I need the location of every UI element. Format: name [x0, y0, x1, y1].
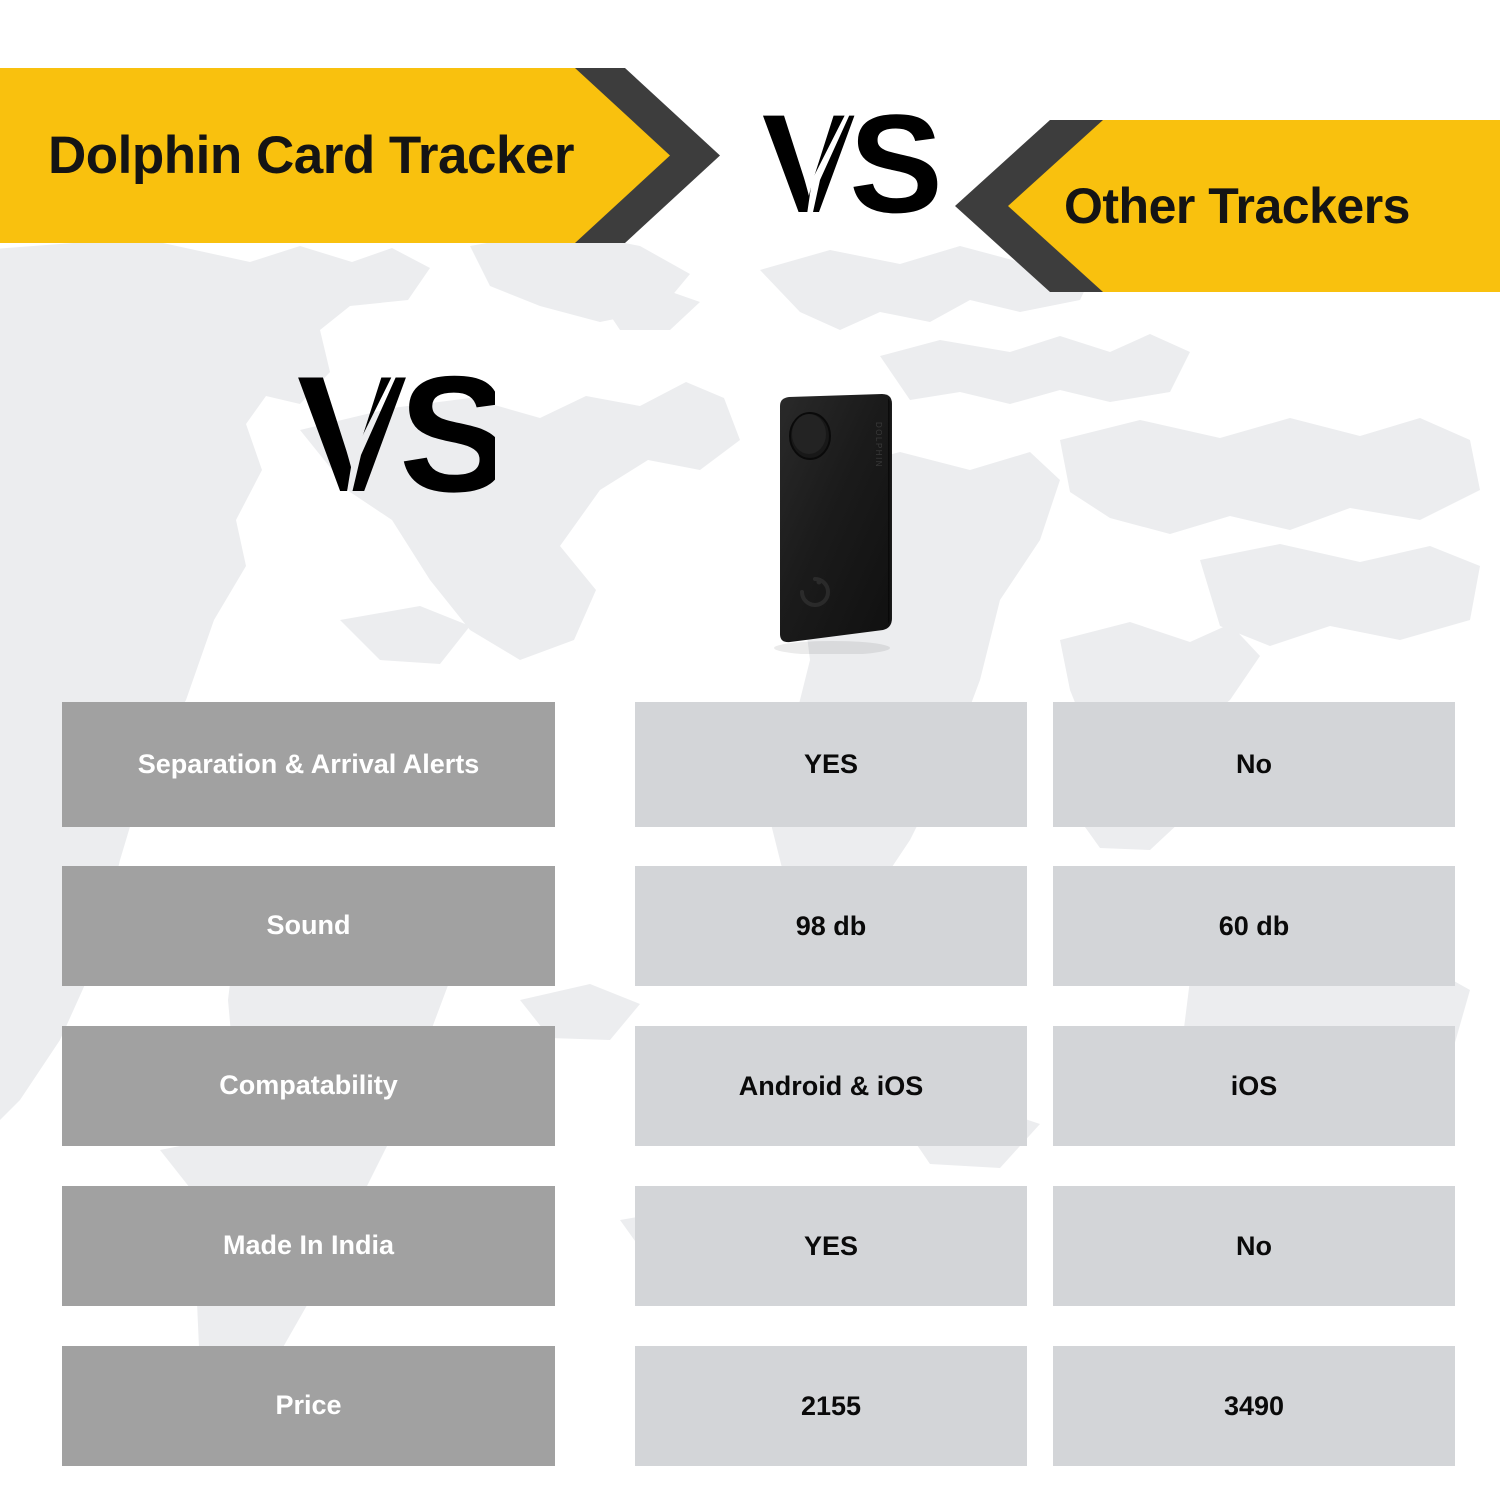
- dolphin-value-cell: Android & iOS: [635, 1026, 1027, 1146]
- dolphin-value-cell: YES: [635, 1186, 1027, 1306]
- svg-text:VS: VS: [297, 342, 503, 526]
- feature-label-text: Separation & Arrival Alerts: [137, 748, 480, 779]
- product-image: DOLPHIN: [762, 392, 902, 655]
- other-value-text: No: [1236, 749, 1272, 779]
- other-value-text: No: [1236, 1230, 1272, 1261]
- feature-label-text: Price: [275, 1390, 342, 1421]
- dolphin-value-text: 98 db: [795, 910, 867, 941]
- dolphin-value-cell: 2155: [635, 1346, 1027, 1466]
- other-value-text: iOS: [1230, 1070, 1278, 1101]
- dolphin-value-text: Android & iOS: [738, 1070, 924, 1101]
- other-value-cell: 3490: [1053, 1346, 1455, 1466]
- feature-label-text: Made In India: [222, 1230, 395, 1261]
- right-banner: Other Trackers: [1008, 120, 1500, 292]
- left-banner: Dolphin Card Tracker: [0, 68, 670, 243]
- vs-lightning-icon-top: VS: [760, 60, 943, 260]
- other-value-cell: No: [1053, 1186, 1455, 1306]
- dolphin-value-cell: 98 db: [635, 866, 1027, 986]
- svg-text:DOLPHIN: DOLPHIN: [874, 422, 883, 468]
- feature-label-cell: Sound: [62, 866, 555, 986]
- svg-text:VS: VS: [762, 85, 937, 242]
- vs-lightning-icon-middle: VS: [295, 295, 495, 545]
- feature-label-text: Compatability: [219, 1070, 398, 1101]
- feature-label-text: Sound: [266, 910, 351, 941]
- other-value-cell: No: [1053, 702, 1455, 827]
- other-value-text: 60 db: [1218, 910, 1290, 941]
- dolphin-value-cell: YES: [635, 702, 1027, 827]
- round-button-icon: [789, 412, 831, 460]
- other-value-text: 3490: [1223, 1390, 1285, 1421]
- feature-label-cell: Price: [62, 1346, 555, 1466]
- feature-label-cell: Compatability: [62, 1026, 555, 1146]
- feature-label-cell: Separation & Arrival Alerts: [62, 702, 555, 827]
- dolphin-value-text: YES: [803, 749, 859, 779]
- dolphin-value-text: 2155: [800, 1390, 862, 1421]
- feature-label-cell: Made In India: [62, 1186, 555, 1306]
- right-banner-title: Other Trackers: [1064, 178, 1410, 234]
- other-value-cell: 60 db: [1053, 866, 1455, 986]
- other-value-cell: iOS: [1053, 1026, 1455, 1146]
- left-banner-title: Dolphin Card Tracker: [48, 126, 575, 185]
- dolphin-value-text: YES: [803, 1230, 859, 1261]
